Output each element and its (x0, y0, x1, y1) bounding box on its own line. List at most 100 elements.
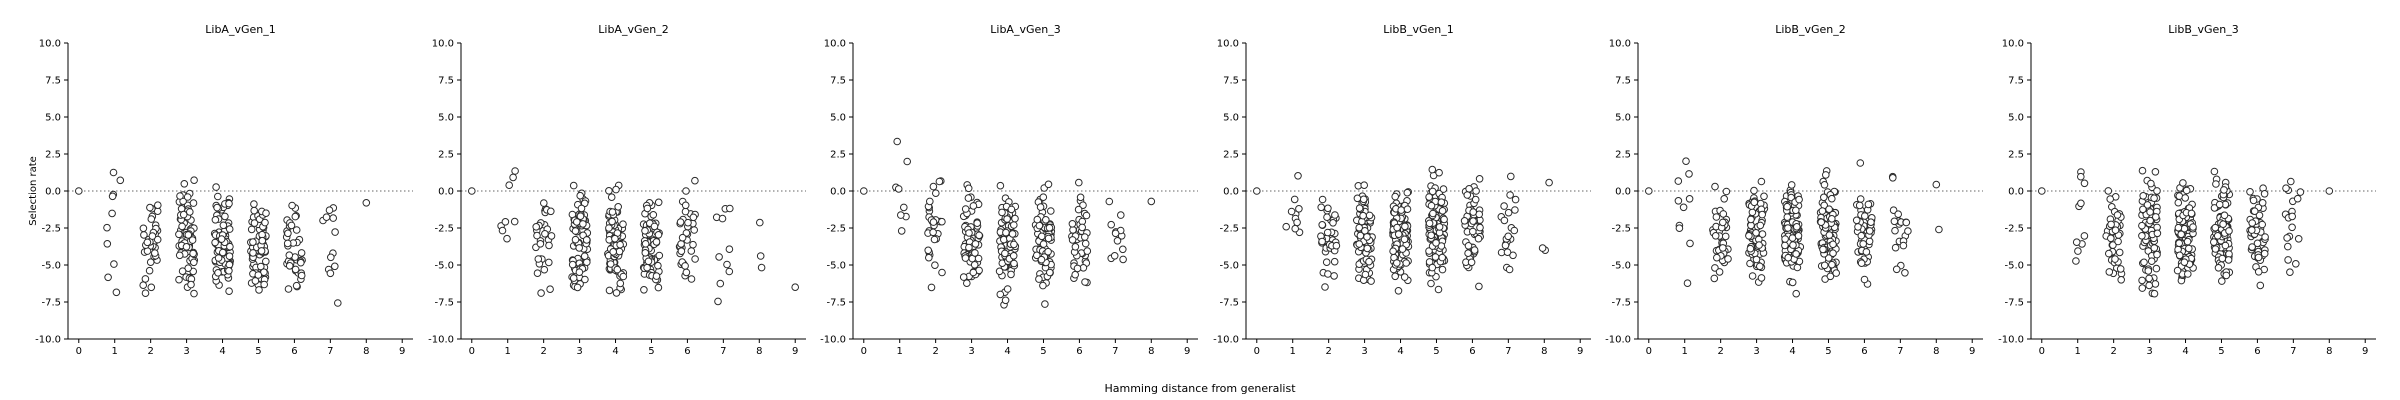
data-point (322, 213, 331, 221)
data-point (1427, 231, 1435, 240)
data-point (2185, 244, 2193, 253)
data-point (1042, 216, 1050, 224)
data-point (1674, 197, 1683, 205)
data-point (1083, 247, 1092, 255)
data-point (2254, 253, 2263, 262)
x-tick-label: 7 (2290, 346, 2296, 357)
data-point (611, 234, 619, 243)
y-tick-label: 0.0 (438, 187, 454, 198)
data-point (1081, 239, 1090, 248)
data-point (1828, 260, 1836, 269)
data-point (1110, 252, 1119, 260)
data-point (613, 265, 622, 274)
data-point (1010, 240, 1018, 249)
data-point (1825, 205, 1833, 213)
data-point (581, 275, 589, 284)
data-point (2294, 235, 2303, 243)
y-tick-label: -7.5 (2004, 298, 2024, 309)
y-tick-label: 0.0 (45, 187, 61, 198)
data-point (2222, 271, 2231, 280)
data-point (1037, 255, 1046, 264)
data-point (1748, 272, 1757, 280)
data-point (1463, 191, 1472, 199)
data-point (1355, 223, 1363, 232)
data-point (1715, 268, 1724, 276)
data-point (1068, 236, 1077, 244)
data-point (331, 228, 339, 236)
data-point (1891, 226, 1899, 235)
data-point (1935, 225, 1943, 234)
data-point (257, 247, 266, 255)
data-point (2293, 194, 2302, 203)
x-tick-label: 5 (1040, 346, 1046, 357)
data-point (1363, 244, 1372, 253)
data-point (1394, 230, 1403, 238)
data-point (1719, 244, 1727, 252)
data-point (1068, 220, 1077, 228)
data-point (2104, 187, 2113, 195)
data-point (1440, 215, 1448, 224)
data-point (1437, 198, 1446, 206)
data-point (1000, 235, 1008, 244)
data-point (2286, 268, 2294, 277)
data-point (2181, 194, 2189, 202)
panel-title: LibB_vGen_3 (2168, 23, 2239, 36)
x-tick-label: 9 (2362, 346, 2368, 357)
y-tick-label: -2.5 (41, 224, 61, 235)
y-tick-label: 7.5 (1615, 76, 1631, 87)
x-tick-label: 8 (363, 346, 369, 357)
data-point (687, 275, 696, 283)
data-point (190, 258, 198, 267)
y-tick-label: 5.0 (2008, 113, 2024, 124)
data-point (2282, 184, 2290, 192)
data-point (929, 182, 938, 191)
data-point (1322, 258, 1331, 267)
data-point (1682, 157, 1690, 165)
data-point (151, 249, 159, 257)
data-point (2113, 211, 2122, 219)
data-point (1720, 195, 1728, 203)
data-point (186, 208, 194, 216)
x-tick-label: 6 (1076, 346, 1082, 357)
data-point (1318, 237, 1326, 246)
y-tick-label: 7.5 (438, 76, 454, 87)
y-tick-label: -5.0 (2004, 261, 2024, 272)
panel-5: LibB_vGen_2 10.0 7.5 5.0 2.5 0.0 -2.5 -5.0 -7.5 -… (1605, 23, 1983, 357)
data-point (1253, 187, 1261, 195)
data-point (1788, 278, 1797, 287)
x-tick-label: 3 (576, 346, 582, 357)
data-point (681, 207, 690, 216)
data-point (287, 221, 296, 230)
data-point (153, 235, 162, 244)
data-point (964, 184, 973, 193)
x-tick-label: 7 (327, 346, 333, 357)
x-tick-label: 6 (291, 346, 297, 357)
data-point (2152, 213, 2160, 221)
data-point (1400, 273, 1409, 281)
data-point (2111, 226, 2120, 234)
data-point (1467, 258, 1476, 267)
data-point (2218, 277, 2226, 285)
data-point (2255, 211, 2264, 220)
y-tick-label: 10.0 (824, 39, 846, 50)
data-point (141, 275, 150, 283)
data-point (1855, 201, 1864, 210)
data-point (498, 226, 507, 235)
data-point (1469, 227, 1477, 236)
data-point (681, 201, 690, 210)
data-point (1107, 220, 1115, 229)
data-point (1507, 172, 1515, 181)
data-points (1645, 157, 1943, 298)
data-point (995, 267, 1004, 276)
data-point (1044, 234, 1053, 243)
data-point (1783, 213, 1792, 221)
data-point (1007, 270, 1015, 279)
data-point (791, 283, 800, 292)
x-tick-label: 4 (1789, 346, 1795, 357)
y-tick-label: -2.5 (826, 224, 846, 235)
data-point (2107, 234, 2115, 243)
data-point (609, 248, 618, 256)
data-point (225, 287, 233, 296)
data-point (619, 220, 627, 228)
